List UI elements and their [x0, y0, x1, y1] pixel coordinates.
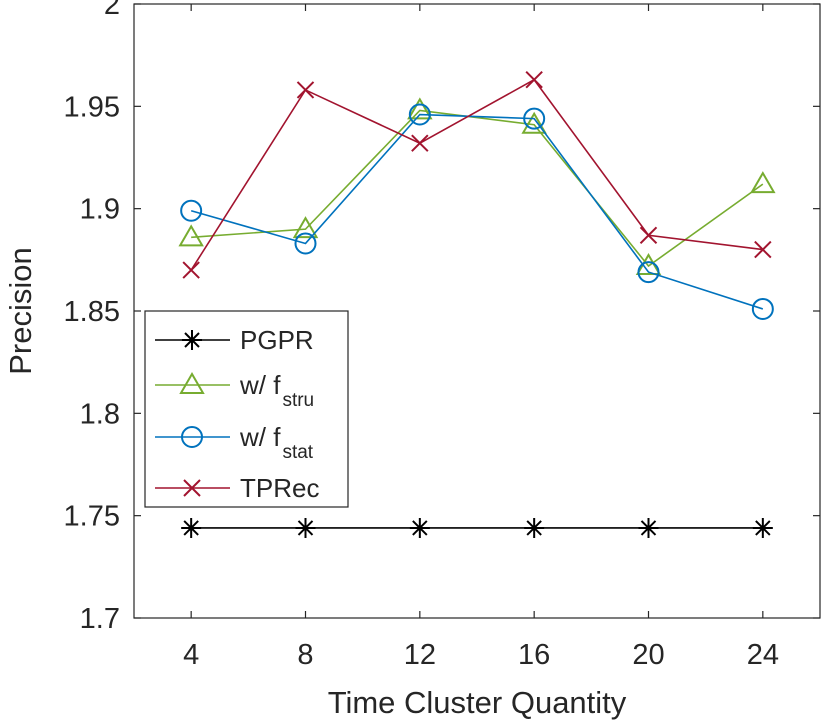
y-tick-label: 1.9 — [80, 194, 120, 226]
data-point-pgpr — [524, 517, 545, 538]
y-tick-label: 2 — [104, 0, 120, 21]
data-point-tprec — [754, 240, 772, 259]
data-point-pgpr — [752, 517, 773, 538]
series-w-f-stru — [178, 97, 776, 275]
legend-label: PGPR — [240, 325, 314, 355]
data-point-w-f-stat — [408, 103, 431, 126]
legend-label-subscript: stat — [282, 442, 313, 463]
legend-label: TPRec — [240, 473, 319, 503]
series-w-f-stat — [180, 103, 774, 320]
series-line-w-f-stru — [191, 109, 764, 268]
data-point-w-f-stat — [751, 297, 774, 320]
series-line-w-f-stat — [190, 113, 764, 310]
data-point-pgpr — [295, 517, 316, 538]
data-point-pgpr — [638, 517, 659, 538]
series-pgpr — [181, 517, 773, 538]
legend-marker — [182, 330, 202, 350]
data-point-w-f-stat — [294, 232, 317, 255]
data-point-w-f-stat — [523, 107, 546, 130]
data-point-w-f-stru — [750, 171, 776, 194]
y-tick-label: 1.85 — [64, 296, 120, 328]
data-point-tprec — [411, 134, 429, 152]
data-point-w-f-stat — [180, 199, 203, 222]
x-tick-label: 24 — [747, 639, 779, 671]
legend-box — [144, 310, 349, 508]
x-axis: 4 8 12 16 20 24 — [183, 4, 779, 671]
series-tprec — [182, 71, 772, 279]
series-layer — [178, 71, 776, 538]
data-point-w-f-stru — [292, 216, 319, 239]
data-point-pgpr — [181, 517, 202, 538]
x-tick-label: 8 — [297, 639, 313, 671]
x-axis-label: Time Cluster Quantity — [328, 685, 627, 720]
data-point-tprec — [182, 261, 200, 279]
y-axis: 1.7 1.75 1.8 1.85 1.9 1.95 2 — [64, 0, 820, 635]
series-line-tprec — [190, 78, 763, 271]
legend-marker — [183, 479, 201, 497]
y-tick-label: 1.7 — [80, 603, 120, 635]
data-point-pgpr — [409, 517, 430, 538]
legend-marker — [181, 426, 203, 448]
x-tick-label: 4 — [183, 639, 199, 671]
y-tick-label: 1.75 — [64, 501, 120, 533]
data-point-tprec — [296, 81, 315, 99]
data-point-w-f-stru — [407, 97, 433, 120]
data-point-tprec — [525, 71, 543, 89]
legend-marker — [179, 372, 205, 394]
y-tick-label: 1.8 — [80, 398, 120, 430]
x-tick-label: 20 — [632, 639, 664, 671]
data-point-w-f-stat — [637, 261, 660, 284]
y-axis-label: Precision — [3, 247, 38, 375]
x-tick-label: 16 — [518, 639, 550, 671]
data-point-w-f-stru — [178, 224, 204, 247]
legend-label-subscript: stru — [282, 390, 314, 411]
y-tick-label: 1.95 — [64, 91, 120, 123]
x-tick-label: 12 — [404, 639, 436, 671]
data-point-tprec — [639, 226, 658, 244]
data-point-w-f-stru — [521, 111, 547, 134]
